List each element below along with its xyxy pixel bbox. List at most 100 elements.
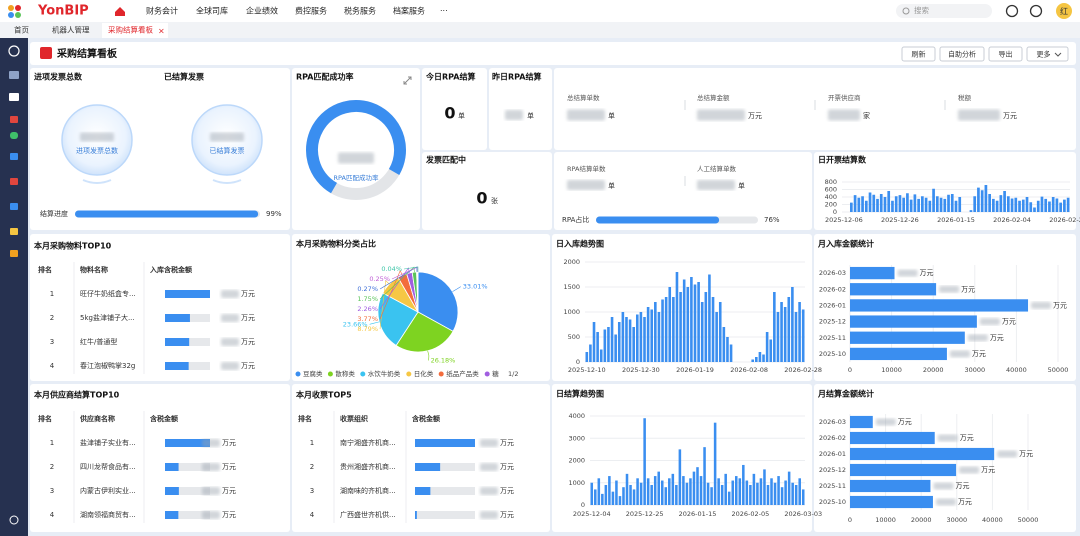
column-header: 排名 [298, 414, 312, 423]
y-tick-label: 400 [825, 193, 837, 201]
legend-label[interactable]: 糖 [492, 369, 499, 378]
value-unit: 万元 [990, 334, 1004, 342]
card [292, 384, 550, 532]
x-tick-label: 10000 [881, 366, 902, 374]
stat-label: 开票供应商 [828, 93, 861, 102]
button-label[interactable]: 导出 [999, 50, 1013, 59]
blurred-value [221, 338, 239, 346]
stat-unit: 家 [863, 111, 870, 120]
bar-track [165, 463, 210, 471]
y-tick-label: 0 [576, 358, 580, 366]
legend-swatch[interactable] [438, 371, 444, 377]
button-label[interactable]: 更多 [1037, 50, 1051, 59]
rank: 2 [50, 314, 54, 322]
button-label[interactable]: 自助分析 [948, 50, 976, 59]
bar [727, 491, 731, 505]
bar [794, 312, 798, 362]
tab[interactable]: 机器人管理 [52, 25, 90, 35]
bar [783, 307, 787, 362]
expand-icon[interactable] [403, 76, 412, 85]
service-icon[interactable] [1029, 4, 1043, 18]
leader-line [427, 350, 430, 361]
button[interactable] [988, 46, 1023, 62]
amount-unit: 万元 [500, 439, 514, 447]
nav-item[interactable]: ··· [440, 7, 448, 16]
tab[interactable]: 采购结算看板 [108, 25, 153, 35]
avatar-text[interactable]: 红 [1060, 6, 1068, 16]
x-tick-label: 2026-01-15 [679, 510, 717, 518]
value-unit: 万元 [961, 285, 975, 293]
search-placeholder[interactable]: 搜索 [914, 5, 929, 15]
tab[interactable]: 首页 [14, 25, 29, 35]
card [422, 152, 552, 230]
x-tick-label: 2025-12-25 [626, 510, 664, 518]
button-label[interactable]: 刷新 [912, 50, 926, 59]
legend-swatch[interactable] [327, 371, 333, 377]
dropdown-arrow[interactable] [1054, 52, 1062, 57]
stat-unit: 万元 [748, 112, 762, 120]
bar [850, 479, 931, 493]
nav-item[interactable]: 财务会计 [146, 6, 178, 16]
bar [872, 194, 876, 212]
legend-swatch[interactable] [360, 371, 366, 377]
blurred-value [697, 180, 735, 190]
legend-label[interactable]: 散称类 [335, 369, 355, 378]
y-tick-label: 2025-12 [819, 466, 846, 474]
tab-close[interactable]: × [158, 27, 165, 36]
bar [710, 487, 713, 505]
bar [969, 210, 973, 212]
bar [850, 495, 933, 509]
bar [850, 347, 947, 361]
stat-unit: 万元 [1003, 112, 1017, 120]
card [30, 384, 290, 532]
nav-item[interactable]: 全球司库 [196, 6, 228, 16]
legend-label[interactable]: 纸品产品类 [446, 369, 479, 378]
row-name: 湖南领福商贸有... [80, 510, 136, 519]
separators [684, 100, 946, 186]
legend-swatch[interactable] [484, 371, 490, 377]
nav-item[interactable]: 费控服务 [295, 6, 327, 16]
button[interactable] [1026, 46, 1069, 62]
value-unit: 万元 [960, 434, 974, 442]
blurred-value [937, 434, 958, 442]
circle-shadow [212, 179, 242, 184]
rank: 1 [50, 439, 54, 447]
column-header: 入库含税金额 [149, 265, 192, 274]
legend-swatch[interactable] [295, 371, 301, 377]
nav-item[interactable]: 档案服务 [393, 6, 425, 16]
bar [1040, 196, 1044, 212]
button[interactable] [939, 46, 985, 62]
stat-unit: 单 [738, 181, 745, 190]
y-tick-label: 2025-12 [819, 318, 846, 326]
card-title: RPA匹配成功率 [296, 72, 353, 82]
bar [861, 196, 864, 212]
legend-label[interactable]: 水饮牛奶类 [368, 369, 401, 378]
bar [876, 198, 879, 212]
nav-item[interactable]: 税务服务 [344, 6, 376, 16]
bar [646, 307, 650, 362]
avatar[interactable] [1056, 3, 1072, 19]
bar [780, 487, 784, 505]
row-name: 旺仔牛奶纸盒专... [80, 289, 136, 298]
bar [603, 329, 607, 362]
legend-swatch[interactable] [406, 371, 412, 377]
search-box[interactable] [896, 4, 992, 18]
bar [650, 309, 654, 362]
home-icon[interactable] [115, 7, 125, 16]
bar [1014, 197, 1018, 212]
button[interactable] [901, 46, 936, 62]
bar [621, 312, 625, 362]
help-icon[interactable] [1005, 4, 1019, 18]
value-unit: 万元 [981, 466, 995, 474]
bar [988, 194, 991, 212]
bar [718, 302, 722, 362]
bar [643, 418, 646, 505]
stat-label: RPA结算单数 [567, 164, 606, 173]
legend-label[interactable]: 日化类 [414, 369, 434, 378]
legend-page[interactable]: 1/2 [508, 370, 518, 378]
active-tab[interactable] [102, 23, 168, 38]
table-bar [165, 338, 190, 346]
nav-item[interactable]: 企业绩效 [246, 6, 278, 16]
legend-label[interactable]: 豆腐类 [303, 369, 323, 378]
